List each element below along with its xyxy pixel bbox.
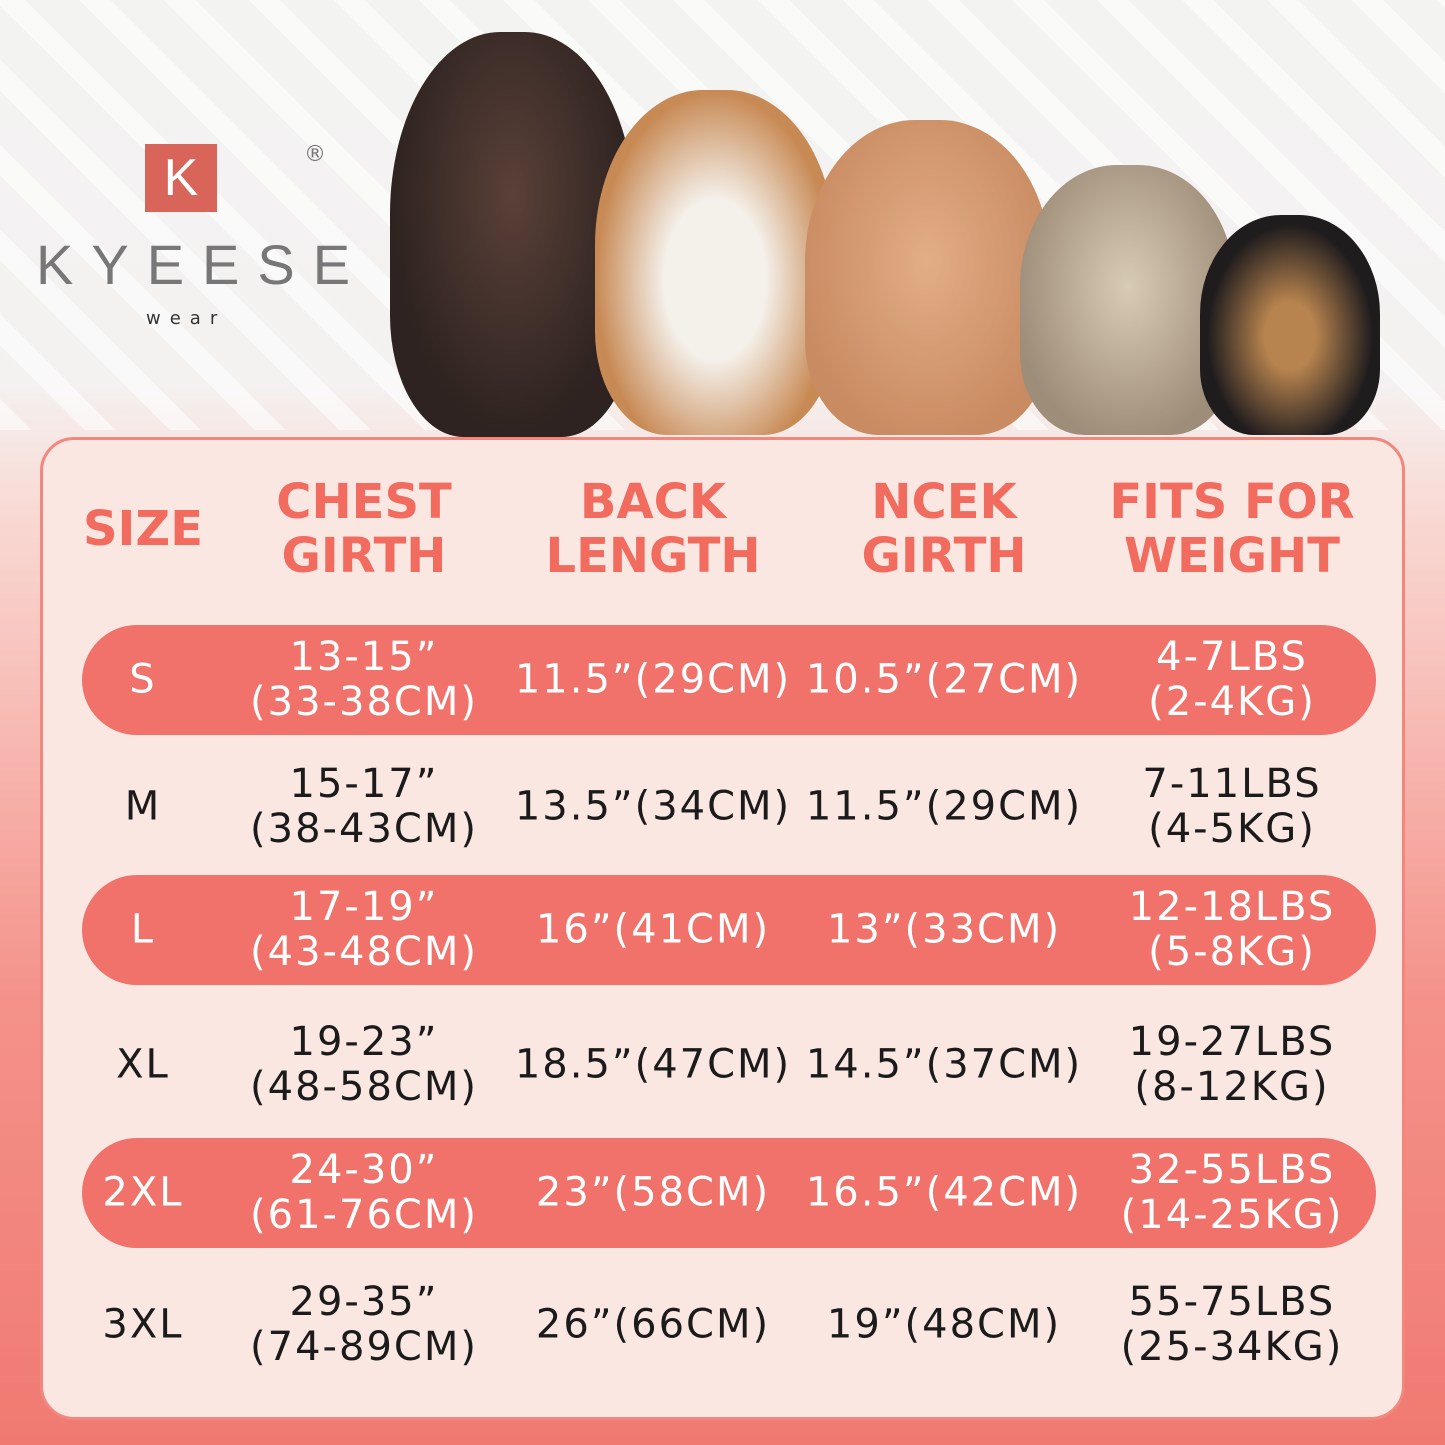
neck-value: 16.5”(42CM) — [805, 1169, 1083, 1216]
back-cell: 11.5”(29CM) — [514, 656, 792, 703]
back-value: 11.5”(29CM) — [514, 656, 792, 703]
chest-value: 29-35” — [289, 1279, 439, 1325]
back-value: 16”(41CM) — [535, 906, 771, 953]
terrier-image — [1020, 165, 1235, 435]
header-line: GIRTH — [861, 528, 1027, 584]
chest-cell: 24-30” (61-76CM) — [250, 1148, 478, 1238]
neck-cell: 11.5”(29CM) — [805, 783, 1083, 830]
header-back-length: BACK LENGTH — [545, 475, 760, 583]
weight-value: 4-7LBS — [1156, 634, 1308, 680]
size-cell: L — [130, 906, 156, 953]
weight-value: 12-18LBS — [1128, 884, 1336, 930]
chest-value: 15-17” — [289, 761, 439, 807]
header-fits-for-weight: FITS FOR WEIGHT — [1109, 475, 1354, 583]
weight-value: 55-75LBS — [1128, 1279, 1336, 1325]
weight-cell: 12-18LBS (5-8KG) — [1129, 885, 1336, 975]
header-line: NCEK — [871, 474, 1017, 530]
neck-value: 14.5”(37CM) — [805, 1041, 1083, 1088]
size-cell: S — [129, 656, 157, 703]
chest-cell: 29-35” (74-89CM) — [250, 1280, 478, 1370]
chest-value: 24-30” — [289, 1147, 439, 1193]
chest-value: 13-15” — [289, 634, 439, 680]
chest-cell: 19-23” (48-58CM) — [250, 1020, 478, 1110]
weight-cell: 7-11LBS (4-5KG) — [1142, 762, 1321, 852]
registered-mark: ® — [304, 142, 326, 167]
neck-value: 10.5”(27CM) — [805, 656, 1083, 703]
neck-value: 13”(33CM) — [826, 906, 1062, 953]
weight-value: (2-4KG) — [1148, 679, 1316, 725]
chest-value: (43-48CM) — [250, 929, 478, 975]
neck-cell: 13”(33CM) — [826, 906, 1062, 953]
back-value: 18.5”(47CM) — [514, 1041, 792, 1088]
header-size: SIZE — [83, 502, 203, 556]
chest-value: (38-43CM) — [250, 806, 478, 852]
chest-cell: 17-19” (43-48CM) — [250, 885, 478, 975]
back-value: 13.5”(34CM) — [514, 783, 792, 830]
neck-cell: 14.5”(37CM) — [805, 1041, 1083, 1088]
header-line: LENGTH — [545, 528, 761, 584]
header-neck-girth: NCEK GIRTH — [862, 475, 1027, 583]
header-line: FITS FOR — [1109, 474, 1355, 530]
chest-cell: 13-15” (33-38CM) — [250, 635, 478, 725]
weight-value: (4-5KG) — [1148, 806, 1316, 852]
back-value: 23”(58CM) — [535, 1169, 771, 1216]
back-cell: 13.5”(34CM) — [514, 783, 792, 830]
weight-cell: 55-75LBS (25-34KG) — [1121, 1280, 1344, 1370]
weight-cell: 19-27LBS (8-12KG) — [1129, 1020, 1336, 1110]
header-line: WEIGHT — [1124, 528, 1340, 584]
neck-cell: 16.5”(42CM) — [805, 1169, 1083, 1216]
weight-value: (25-34KG) — [1120, 1324, 1344, 1370]
chest-value: (61-76CM) — [250, 1192, 478, 1238]
chest-value: 17-19” — [289, 884, 439, 930]
weight-value: 32-55LBS — [1128, 1147, 1336, 1193]
neck-cell: 10.5”(27CM) — [805, 656, 1083, 703]
back-cell: 16”(41CM) — [535, 906, 771, 953]
weight-cell: 32-55LBS (14-25KG) — [1121, 1148, 1344, 1238]
header-line: CHEST — [276, 474, 452, 530]
brand-logo: K ® KYEESE wear — [36, 140, 350, 340]
chest-value: (33-38CM) — [250, 679, 478, 725]
size-cell: 3XL — [102, 1301, 184, 1348]
weight-value: 19-27LBS — [1128, 1019, 1336, 1065]
row-highlight — [82, 1138, 1376, 1248]
header-line: GIRTH — [281, 528, 447, 584]
doberman-image — [390, 32, 635, 437]
neck-value: 11.5”(29CM) — [805, 783, 1083, 830]
neck-cell: 19”(48CM) — [826, 1301, 1062, 1348]
weight-value: (5-8KG) — [1148, 929, 1316, 975]
chihuahua-image — [1200, 215, 1380, 435]
weight-value: (14-25KG) — [1120, 1192, 1344, 1238]
back-cell: 18.5”(47CM) — [514, 1041, 792, 1088]
back-cell: 26”(66CM) — [535, 1301, 771, 1348]
weight-value: (8-12KG) — [1134, 1064, 1330, 1110]
brand-subtitle: wear — [146, 308, 227, 329]
header-line: BACK — [579, 474, 727, 530]
row-highlight — [82, 875, 1376, 985]
weight-value: 7-11LBS — [1142, 761, 1322, 807]
header-line: SIZE — [82, 501, 204, 557]
row-highlight — [82, 625, 1376, 735]
chest-cell: 15-17” (38-43CM) — [250, 762, 478, 852]
back-value: 26”(66CM) — [535, 1301, 771, 1348]
chest-value: (48-58CM) — [250, 1064, 478, 1110]
size-cell: 2XL — [102, 1169, 184, 1216]
chest-value: (74-89CM) — [250, 1324, 478, 1370]
size-cell: XL — [116, 1041, 170, 1088]
chest-value: 19-23” — [289, 1019, 439, 1065]
back-cell: 23”(58CM) — [535, 1169, 771, 1216]
header-chest-girth: CHEST GIRTH — [276, 475, 452, 583]
beagle-image — [595, 90, 835, 435]
size-cell: M — [124, 783, 162, 830]
brand-name: KYEESE — [36, 233, 369, 296]
weight-cell: 4-7LBS (2-4KG) — [1148, 635, 1316, 725]
neck-value: 19”(48CM) — [826, 1301, 1062, 1348]
poodle-image — [805, 120, 1050, 435]
logo-mark: K — [145, 144, 217, 212]
